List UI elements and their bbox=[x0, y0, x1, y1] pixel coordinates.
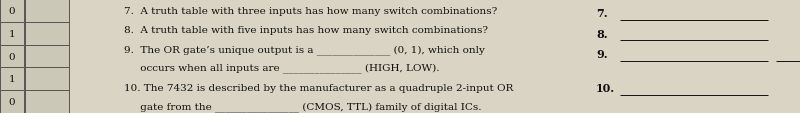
Text: 7.  A truth table with three inputs has how many switch combinations?: 7. A truth table with three inputs has h… bbox=[124, 7, 498, 16]
Bar bbox=[0, 68, 24, 90]
Text: gate from the ________________ (CMOS, TTL) family of digital ICs.: gate from the ________________ (CMOS, TT… bbox=[124, 101, 482, 111]
Text: 10. The 7432 is described by the manufacturer as a quadruple 2-input OR: 10. The 7432 is described by the manufac… bbox=[124, 84, 514, 93]
Text: occurs when all inputs are _______________ (HIGH, LOW).: occurs when all inputs are _____________… bbox=[124, 63, 439, 73]
Text: 0: 0 bbox=[9, 7, 15, 16]
Text: 8.  A truth table with five inputs has how many switch combinations?: 8. A truth table with five inputs has ho… bbox=[124, 26, 488, 35]
Text: 1: 1 bbox=[9, 29, 15, 38]
Text: 8.: 8. bbox=[596, 28, 608, 39]
Text: 0: 0 bbox=[9, 97, 15, 106]
Text: 0: 0 bbox=[9, 52, 15, 61]
Text: 9.  The OR gate’s unique output is a ______________ (0, 1), which only: 9. The OR gate’s unique output is a ____… bbox=[124, 45, 485, 55]
Text: 7.: 7. bbox=[596, 8, 608, 19]
Bar bbox=[0, 45, 24, 68]
Bar bbox=[0, 90, 24, 113]
Text: 10.: 10. bbox=[596, 83, 615, 94]
Bar bbox=[0, 0, 24, 23]
Bar bbox=[25, 0, 69, 23]
Bar bbox=[25, 23, 69, 45]
Bar bbox=[25, 90, 69, 113]
Text: 1: 1 bbox=[9, 75, 15, 84]
Bar bbox=[0, 23, 24, 45]
Bar bbox=[25, 68, 69, 90]
Bar bbox=[25, 45, 69, 68]
Text: 9.: 9. bbox=[596, 49, 608, 60]
